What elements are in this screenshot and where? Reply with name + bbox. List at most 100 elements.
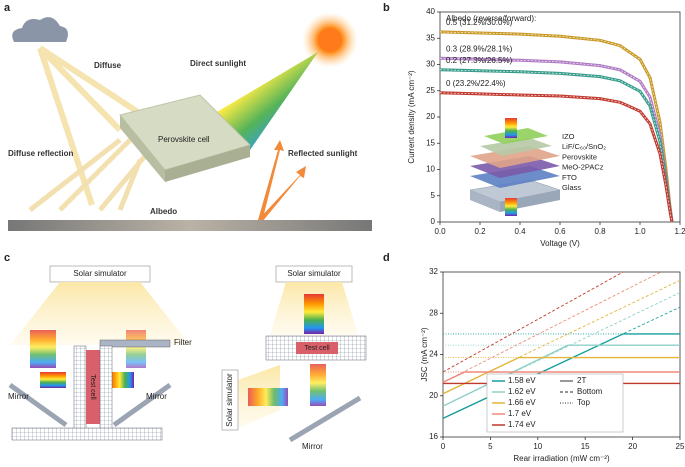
spectrum bbox=[40, 372, 66, 388]
cell-holder bbox=[99, 345, 113, 433]
diagram-text: Albedo bbox=[150, 207, 177, 216]
panel-c: c Solar simulator Test cell Filter Mirro… bbox=[4, 252, 367, 451]
panel-label: b bbox=[383, 2, 390, 14]
spectrum bbox=[108, 372, 134, 388]
stage bbox=[11, 427, 163, 441]
inset-label: FTO bbox=[562, 173, 577, 182]
ground bbox=[8, 220, 372, 231]
spectrum bbox=[310, 364, 326, 406]
series-line bbox=[442, 271, 662, 383]
x-tick-label: 10 bbox=[533, 442, 542, 451]
legend-label: 2T bbox=[577, 376, 586, 385]
x-tick-label: 1.0 bbox=[634, 227, 646, 236]
diagram-text: Solar simulator bbox=[73, 269, 127, 278]
diagram-text: Filter bbox=[174, 338, 192, 347]
series-line bbox=[442, 279, 681, 395]
series-line bbox=[442, 271, 624, 373]
inset-label: MeO-2PACz bbox=[562, 163, 604, 172]
legend-label: 1.62 eV bbox=[508, 387, 536, 396]
x-tick-label: 0.6 bbox=[554, 227, 566, 236]
simulator-box bbox=[221, 369, 239, 431]
y-tick-label: 15 bbox=[426, 138, 435, 147]
x-tick-label: 20 bbox=[628, 442, 637, 451]
x-tick-label: 0.4 bbox=[514, 227, 526, 236]
spectrum bbox=[30, 330, 56, 368]
diagram-text: Mirror bbox=[8, 392, 29, 401]
diagram-text: Test cell bbox=[304, 345, 330, 352]
diagram-text: Solar simulator bbox=[225, 373, 234, 427]
mirror bbox=[8, 382, 172, 428]
y-tick-label: 25 bbox=[426, 86, 435, 95]
legend-label: 1.7 eV bbox=[508, 409, 532, 418]
series-line bbox=[442, 306, 681, 419]
series-line bbox=[439, 91, 674, 223]
inset-label: LiF/C₆₀/SnO₂ bbox=[562, 142, 606, 151]
inset-label: Perovskite bbox=[562, 152, 597, 161]
panel-a: a Diffuse Direct sunlight Perovskite cel… bbox=[4, 2, 372, 231]
test-cell bbox=[296, 342, 338, 354]
diagram-text: Perovskite cell bbox=[158, 135, 210, 144]
inset-label: Glass bbox=[562, 183, 581, 192]
cell-side bbox=[120, 115, 165, 182]
x-tick-label: 0.2 bbox=[474, 227, 486, 236]
y-tick-label: 30 bbox=[426, 60, 435, 69]
mirror bbox=[288, 395, 362, 443]
diagram-text: Reflected sunlight bbox=[288, 149, 358, 158]
y-tick-label: 28 bbox=[429, 308, 438, 317]
x-axis-label: Voltage (V) bbox=[540, 239, 580, 248]
series-line bbox=[442, 292, 681, 407]
series-label: 0.5 (31.2%/30.0%) bbox=[446, 18, 513, 27]
sun-core bbox=[318, 28, 342, 52]
diagram-text: Mirror bbox=[302, 442, 323, 451]
legend-label: Top bbox=[577, 398, 590, 407]
y-axis-label: JSC (mA cm⁻²) bbox=[420, 327, 429, 381]
diffuse-rays bbox=[37, 45, 152, 206]
diagram-text: Mirror bbox=[146, 392, 167, 401]
x-tick-label: 1.2 bbox=[674, 227, 685, 236]
cell-front bbox=[165, 145, 250, 182]
y-tick-label: 24 bbox=[429, 350, 438, 359]
x-tick-label: 15 bbox=[581, 442, 590, 451]
x-tick-label: 0 bbox=[441, 442, 446, 451]
diagram-text: Diffuse reflection bbox=[8, 149, 73, 158]
x-tick-label: 25 bbox=[676, 442, 685, 451]
series-label: 0.2 (27.3%/26.5%) bbox=[446, 56, 513, 65]
spectrum bbox=[304, 294, 324, 334]
device-stack bbox=[469, 118, 561, 216]
cloud bbox=[12, 17, 68, 42]
panel-label: d bbox=[383, 252, 390, 264]
diagram-text: Diffuse bbox=[94, 61, 122, 70]
diagram-text: Test cell bbox=[89, 374, 96, 400]
legend-label: 1.74 eV bbox=[508, 420, 536, 429]
y-tick-label: 20 bbox=[426, 112, 435, 121]
reflected-arrows bbox=[258, 140, 306, 222]
y-tick-label: 20 bbox=[429, 391, 438, 400]
legend-label: 1.58 eV bbox=[508, 376, 536, 385]
filter bbox=[99, 339, 171, 348]
x-axis-label: Rear irradiation (mW cm⁻²) bbox=[513, 454, 610, 463]
y-axis-label: Current density (mA cm⁻²) bbox=[407, 70, 416, 163]
y-tick-label: 16 bbox=[429, 432, 438, 441]
y-tick-label: 10 bbox=[426, 165, 435, 174]
diagram-text: Solar simulator bbox=[287, 269, 341, 278]
y-tick-label: 40 bbox=[426, 7, 435, 16]
legend-label: 1.66 eV bbox=[508, 398, 536, 407]
legend-box bbox=[486, 373, 624, 433]
y-tick-label: 35 bbox=[426, 33, 435, 42]
series-label: 0.3 (28.9%/28.1%) bbox=[446, 44, 513, 53]
panel-label: c bbox=[4, 252, 10, 264]
y-tick-label: 32 bbox=[429, 267, 438, 276]
y-tick-label: 5 bbox=[431, 191, 436, 200]
light-beam bbox=[10, 282, 190, 345]
diffuse-reflection-rays bbox=[28, 138, 152, 212]
inset-label: IZO bbox=[562, 132, 575, 141]
spectrum bbox=[248, 388, 288, 406]
test-cell bbox=[86, 350, 100, 424]
x-tick-label: 0.0 bbox=[434, 227, 446, 236]
x-tick-label: 0.8 bbox=[594, 227, 606, 236]
series-label: 0 (23.2%/22.4%) bbox=[446, 79, 506, 88]
panel-label: a bbox=[4, 2, 11, 14]
x-tick-label: 5 bbox=[488, 442, 493, 451]
legend-title: Albedo (reverse/forward): bbox=[446, 14, 536, 23]
